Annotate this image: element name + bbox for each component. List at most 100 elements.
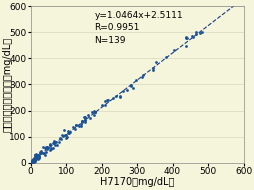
Point bbox=[30, 160, 35, 163]
Point bbox=[48, 144, 52, 147]
Point bbox=[46, 146, 50, 150]
Point bbox=[63, 137, 67, 140]
Point bbox=[34, 152, 38, 155]
Point bbox=[29, 159, 34, 162]
Point bbox=[51, 140, 55, 143]
Point bbox=[65, 135, 69, 138]
Point bbox=[64, 134, 68, 137]
Point bbox=[61, 134, 65, 137]
Point bbox=[52, 142, 56, 145]
Point bbox=[29, 161, 33, 164]
Point bbox=[103, 103, 107, 106]
Point bbox=[185, 37, 189, 40]
Point bbox=[39, 149, 43, 152]
Point bbox=[55, 144, 59, 147]
Point bbox=[83, 116, 87, 119]
Point bbox=[29, 161, 34, 164]
Point bbox=[197, 32, 201, 35]
Point bbox=[153, 61, 157, 64]
Point bbox=[105, 99, 109, 102]
Point bbox=[33, 157, 37, 160]
Point bbox=[118, 95, 122, 98]
Point bbox=[33, 156, 37, 159]
Point bbox=[60, 133, 64, 136]
Point bbox=[48, 142, 52, 146]
Point bbox=[128, 84, 132, 87]
Point bbox=[79, 123, 83, 126]
Point bbox=[76, 124, 80, 127]
Point bbox=[43, 146, 47, 150]
Point bbox=[36, 153, 40, 156]
Point bbox=[29, 160, 33, 163]
Point bbox=[140, 74, 145, 77]
Point bbox=[79, 120, 83, 123]
Point bbox=[73, 124, 77, 127]
Point bbox=[78, 124, 83, 127]
Point bbox=[33, 159, 37, 162]
Point bbox=[47, 149, 52, 152]
Point bbox=[151, 67, 155, 70]
Point bbox=[63, 134, 67, 137]
Point bbox=[48, 147, 52, 150]
Point bbox=[133, 79, 137, 82]
Point bbox=[184, 36, 188, 40]
Point bbox=[71, 126, 75, 129]
Point bbox=[37, 155, 41, 158]
Point bbox=[32, 160, 36, 163]
Point bbox=[44, 150, 48, 154]
Point bbox=[183, 44, 187, 47]
Point bbox=[103, 100, 107, 103]
Point bbox=[150, 69, 154, 72]
Point bbox=[83, 118, 87, 121]
Point bbox=[35, 156, 39, 159]
Point bbox=[35, 154, 39, 157]
Point bbox=[88, 117, 92, 120]
Point bbox=[83, 116, 87, 119]
Point bbox=[30, 161, 34, 164]
Point bbox=[31, 160, 35, 163]
Point bbox=[38, 151, 42, 154]
Point bbox=[92, 111, 96, 114]
Point bbox=[35, 155, 39, 158]
Point bbox=[30, 161, 34, 164]
Point bbox=[38, 152, 42, 155]
Point bbox=[53, 144, 57, 147]
Point bbox=[51, 146, 55, 149]
Point bbox=[33, 154, 37, 157]
Point bbox=[68, 130, 72, 133]
Point bbox=[40, 145, 44, 148]
Point bbox=[80, 120, 84, 124]
Point bbox=[54, 141, 58, 144]
Point bbox=[93, 110, 97, 113]
Point bbox=[48, 143, 52, 146]
Point bbox=[82, 118, 86, 121]
Point bbox=[36, 155, 40, 158]
Point bbox=[41, 152, 45, 155]
Point bbox=[89, 110, 93, 113]
Point bbox=[36, 153, 40, 156]
Point bbox=[36, 158, 40, 161]
Point bbox=[32, 160, 36, 163]
Point bbox=[33, 154, 37, 157]
Point bbox=[52, 140, 56, 143]
Point bbox=[56, 141, 60, 144]
Point bbox=[113, 95, 117, 98]
Point bbox=[37, 156, 41, 159]
Point bbox=[172, 49, 176, 52]
Point bbox=[29, 161, 33, 164]
Point bbox=[45, 145, 49, 148]
Point bbox=[139, 76, 144, 79]
Point bbox=[30, 158, 34, 161]
Point bbox=[106, 99, 110, 102]
Point bbox=[199, 30, 203, 33]
Point bbox=[66, 131, 70, 135]
Point bbox=[120, 89, 124, 92]
Point bbox=[183, 35, 187, 38]
Point bbox=[38, 152, 42, 155]
Point bbox=[82, 115, 86, 118]
Point bbox=[49, 147, 53, 150]
X-axis label: H7170（mg/dL）: H7170（mg/dL） bbox=[100, 177, 173, 187]
Point bbox=[164, 56, 168, 59]
Point bbox=[33, 159, 37, 162]
Y-axis label: ケアファスト測定値（mg/dL）: ケアファスト測定値（mg/dL） bbox=[3, 37, 13, 132]
